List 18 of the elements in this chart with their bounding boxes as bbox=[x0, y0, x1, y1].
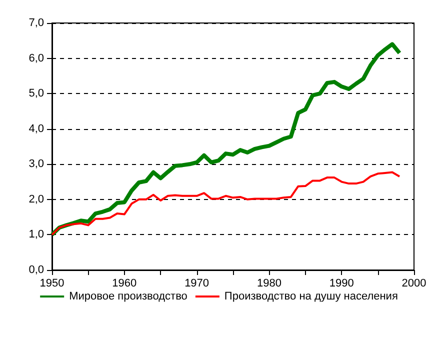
legend-label: Мировое производство bbox=[69, 290, 188, 302]
line-series bbox=[51, 171, 401, 236]
y-tick-label: 6,0 bbox=[28, 52, 44, 64]
x-tick-label: 1960 bbox=[112, 278, 137, 290]
x-tick-label: 1990 bbox=[329, 278, 354, 290]
x-tick-label: 1970 bbox=[184, 278, 210, 290]
y-tick-label: 2,0 bbox=[28, 193, 44, 206]
y-tick-label: 3,0 bbox=[28, 158, 44, 170]
x-tick-label: 1950 bbox=[40, 278, 64, 290]
y-tick-label: 4,0 bbox=[28, 122, 44, 135]
legend-label: Производство на душу населения bbox=[224, 290, 398, 302]
x-tick-label: 1980 bbox=[256, 278, 282, 290]
x-tick-label: 2000 bbox=[402, 278, 426, 290]
y-tick-label: 5,0 bbox=[28, 88, 44, 100]
y-tick-label: 0,0 bbox=[28, 264, 44, 276]
y-tick-label: 1,0 bbox=[28, 228, 44, 241]
y-tick-label: 7,0 bbox=[28, 17, 44, 29]
line-series bbox=[50, 42, 402, 237]
